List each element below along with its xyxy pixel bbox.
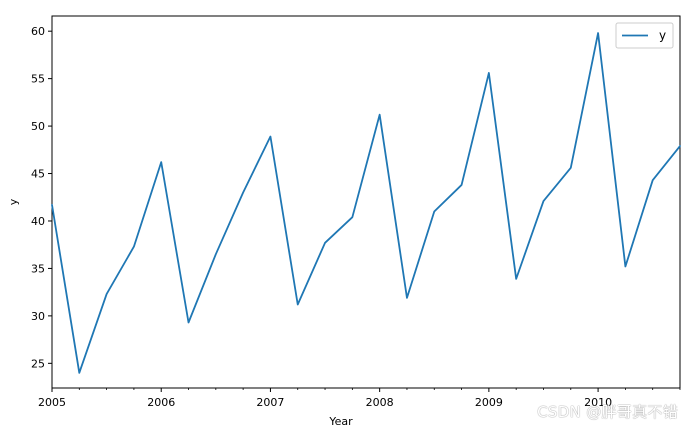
y-axis-label: y bbox=[7, 198, 20, 205]
x-tick-label: 2006 bbox=[147, 396, 175, 409]
x-tick-label: 2008 bbox=[366, 396, 394, 409]
data-point bbox=[188, 322, 190, 324]
y-tick-label: 30 bbox=[31, 310, 45, 323]
data-point bbox=[78, 372, 80, 374]
x-axis-label: Year bbox=[328, 415, 353, 428]
plot-area bbox=[51, 15, 681, 389]
data-point bbox=[624, 266, 626, 268]
data-point bbox=[379, 114, 381, 116]
data-point bbox=[51, 204, 53, 206]
data-point bbox=[297, 304, 299, 306]
data-point bbox=[433, 211, 435, 213]
legend[interactable]: y bbox=[615, 22, 674, 49]
y-tick-label: 40 bbox=[31, 215, 45, 228]
axes-layer: 25 30 35 40 45 50 55 60 2005 2006 2007 2008 2009 2010… bbox=[7, 25, 681, 428]
data-point bbox=[215, 253, 217, 255]
data-point bbox=[106, 293, 108, 295]
y-tick-label: 25 bbox=[31, 357, 45, 370]
x-tick-label: 2005 bbox=[38, 396, 66, 409]
y-tick-label: 60 bbox=[31, 25, 45, 38]
data-point bbox=[597, 32, 599, 34]
x-tick-label: 2007 bbox=[256, 396, 284, 409]
data-point bbox=[242, 192, 244, 194]
y-tick-label: 45 bbox=[31, 168, 45, 181]
y-tick-label: 50 bbox=[31, 120, 45, 133]
series-line-y bbox=[51, 32, 681, 374]
data-point bbox=[133, 246, 135, 248]
data-point bbox=[461, 184, 463, 186]
data-point bbox=[488, 72, 490, 74]
legend-label: y bbox=[659, 29, 666, 43]
data-point bbox=[515, 278, 517, 280]
x-tick-label: 2009 bbox=[475, 396, 503, 409]
y-tick-label: 55 bbox=[31, 73, 45, 86]
data-point bbox=[160, 161, 162, 163]
data-point bbox=[270, 136, 272, 138]
data-point bbox=[652, 179, 654, 181]
plot-frame bbox=[51, 15, 681, 389]
data-point bbox=[351, 216, 353, 218]
series-layer bbox=[51, 32, 681, 374]
data-point bbox=[570, 167, 572, 169]
data-point bbox=[679, 145, 681, 147]
data-point bbox=[543, 200, 545, 202]
data-point bbox=[324, 242, 326, 244]
data-point bbox=[406, 297, 408, 299]
y-tick-label: 35 bbox=[31, 262, 45, 275]
x-tick-label: 2010 bbox=[584, 396, 612, 409]
watermark: CSDN @胖哥真不错 bbox=[537, 403, 678, 421]
